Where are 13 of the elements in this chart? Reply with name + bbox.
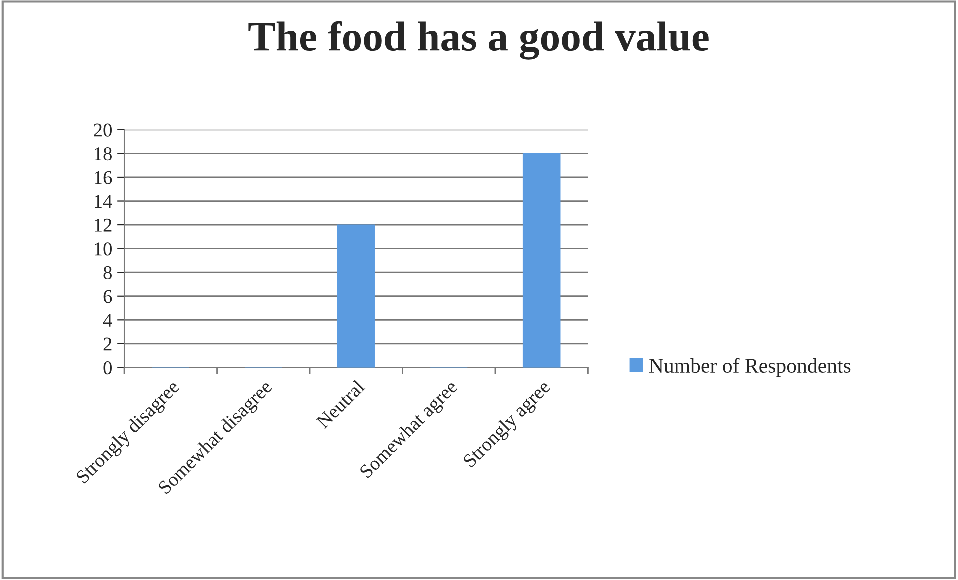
y-tick-label: 0 — [104, 362, 112, 375]
y-tick-label: 2 — [104, 338, 112, 351]
y-tick-label: 10 — [95, 242, 112, 256]
y-tick-label: 12 — [95, 218, 112, 232]
legend-label: Number of Respondents — [649, 358, 851, 378]
chart-title: The food has a good value — [248, 21, 709, 60]
y-tick-label: 16 — [95, 171, 112, 184]
y-tick-label: 4 — [103, 314, 112, 327]
y-tick-label: 14 — [95, 195, 112, 208]
y-tick-label: 6 — [104, 290, 112, 304]
y-tick-label: 18 — [95, 148, 112, 161]
y-tick-label: 8 — [104, 266, 112, 280]
y-tick-label: 20 — [94, 124, 112, 137]
